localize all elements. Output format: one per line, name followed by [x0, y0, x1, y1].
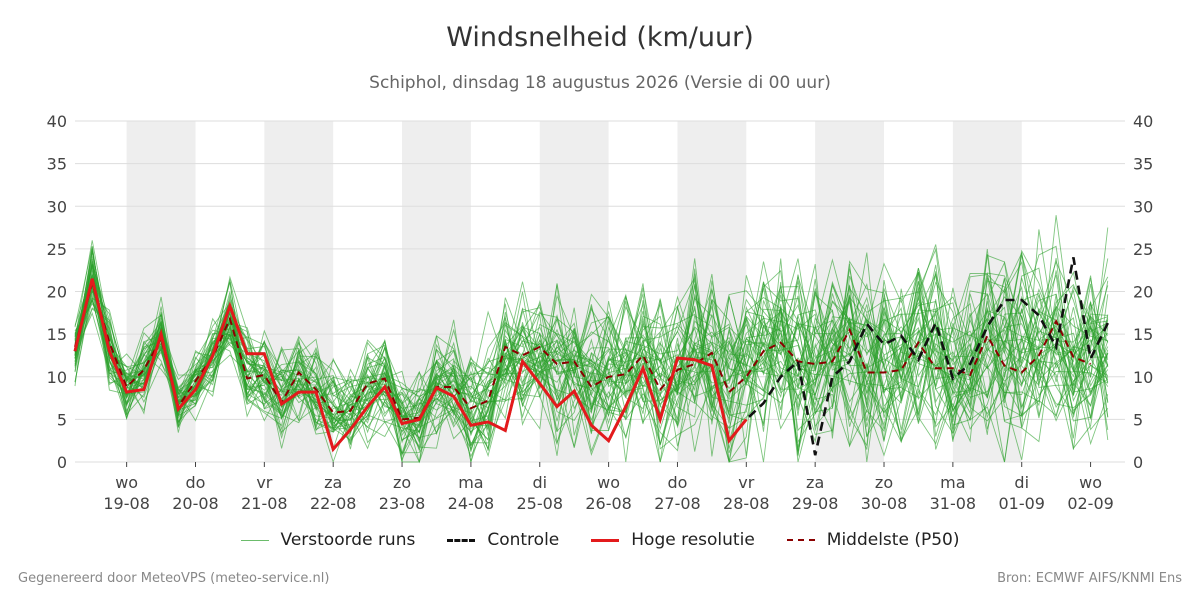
x-tick-day-12: ma [940, 473, 965, 492]
main-lines [73, 257, 1109, 456]
y-tick-right-30: 30 [1133, 197, 1153, 216]
legend-swatch-hoge-resolutie [591, 538, 620, 542]
footer-credit: Gegenereerd door MeteoVPS (meteo-service… [18, 571, 330, 586]
y-tick-left-5: 5 [57, 410, 67, 429]
grid-lines [75, 120, 1125, 463]
y-tick-left-15: 15 [47, 325, 67, 344]
y-tick-right-0: 0 [1133, 453, 1143, 472]
x-tick-day-11: zo [875, 473, 893, 492]
x-tick-date-8: 27-08 [654, 494, 701, 513]
ensemble-member-21 [74, 275, 1109, 450]
legend: Verstoorde runs Controle Hoge resolutie … [0, 530, 1200, 550]
legend-swatch-p50 [786, 539, 815, 541]
x-tick-day-7: wo [597, 473, 620, 492]
series-p50 [74, 279, 1091, 421]
x-tick-date-7: 26-08 [585, 494, 632, 513]
x-tick-day-13: di [1014, 473, 1029, 492]
x-tick-day-1: do [186, 473, 206, 492]
legend-label-controle: Controle [487, 530, 560, 550]
y-tick-left-35: 35 [47, 155, 67, 174]
x-tick-day-8: do [667, 473, 687, 492]
legend-label-p50: Middelste (P50) [826, 530, 960, 550]
x-tick-day-3: za [324, 473, 342, 492]
legend-swatch-controle [447, 538, 476, 542]
x-tick-day-0: wo [115, 473, 138, 492]
legend-label-ensemble: Verstoorde runs [280, 530, 416, 550]
ensemble-member-49 [74, 264, 1109, 457]
y-tick-right-15: 15 [1133, 325, 1153, 344]
ensemble-member-39 [74, 264, 1109, 443]
y-tick-right-40: 40 [1133, 112, 1153, 131]
y-tick-right-10: 10 [1133, 368, 1153, 387]
ensemble-member-50 [74, 274, 1109, 448]
x-tick-day-5: ma [458, 473, 483, 492]
x-tick-day-14: wo [1079, 473, 1102, 492]
y-tick-left-25: 25 [47, 240, 67, 259]
x-tick-day-6: di [532, 473, 547, 492]
ensemble-member-42 [74, 244, 1109, 444]
x-tick-date-4: 23-08 [379, 494, 426, 513]
x-tick-date-10: 29-08 [792, 494, 839, 513]
x-tick-date-6: 25-08 [517, 494, 564, 513]
y-tick-left-30: 30 [47, 197, 67, 216]
series-hoge-resolutie [73, 278, 748, 453]
ensemble-member-46 [74, 246, 1109, 452]
legend-item-p50[interactable]: Middelste (P50) [786, 530, 960, 550]
x-tick-date-12: 31-08 [930, 494, 977, 513]
y-tick-left-10: 10 [47, 368, 67, 387]
y-tick-right-25: 25 [1133, 240, 1153, 259]
x-tick-date-13: 01-09 [998, 494, 1045, 513]
y-tick-left-0: 0 [57, 453, 67, 472]
y-tick-left-40: 40 [47, 112, 67, 131]
legend-item-controle[interactable]: Controle [447, 530, 559, 550]
x-tick-date-1: 20-08 [172, 494, 219, 513]
axis-labels: 0 0 5 5 10 10 15 15 20 20 25 25 30 30 35 35 40 40 wo 19-08 d… [47, 112, 1154, 513]
legend-swatch-ensemble [240, 539, 269, 541]
ensemble-member-30 [74, 278, 1109, 436]
x-tick-date-11: 30-08 [861, 494, 908, 513]
legend-item-hoge-resolutie[interactable]: Hoge resolutie [591, 530, 755, 550]
ensemble-member-24 [74, 274, 1109, 463]
y-tick-left-20: 20 [47, 283, 67, 302]
ensemble-member-26 [74, 280, 1109, 452]
ensemble-member-43 [74, 281, 1109, 464]
x-tick-day-2: vr [256, 473, 272, 492]
legend-label-hoge-resolutie: Hoge resolutie [631, 530, 755, 550]
ensemble-member-29 [74, 249, 1109, 450]
y-tick-right-35: 35 [1133, 155, 1153, 174]
x-tick-date-5: 24-08 [448, 494, 495, 513]
x-tick-date-3: 22-08 [310, 494, 357, 513]
y-tick-right-5: 5 [1133, 410, 1143, 429]
x-tick-date-14: 02-09 [1067, 494, 1114, 513]
chart-title: Windsnelheid (km/uur) [446, 22, 754, 53]
legend-item-ensemble[interactable]: Verstoorde runs [240, 530, 416, 550]
x-tick-day-10: za [806, 473, 824, 492]
x-tick-day-4: zo [393, 473, 411, 492]
ensemble-member-36 [74, 281, 1109, 463]
chart-subtitle: Schiphol, dinsdag 18 augustus 2026 (Vers… [369, 73, 831, 93]
footer-source: Bron: ECMWF AIFS/KNMI Ens [997, 571, 1182, 586]
ensemble-member-38 [74, 215, 1109, 456]
x-tick-date-9: 28-08 [723, 494, 770, 513]
ensemble-member-23 [74, 247, 1109, 452]
x-tick-date-2: 21-08 [241, 494, 288, 513]
x-tick-day-9: vr [738, 473, 754, 492]
y-tick-right-20: 20 [1133, 283, 1153, 302]
x-tick-date-0: 19-08 [103, 494, 150, 513]
